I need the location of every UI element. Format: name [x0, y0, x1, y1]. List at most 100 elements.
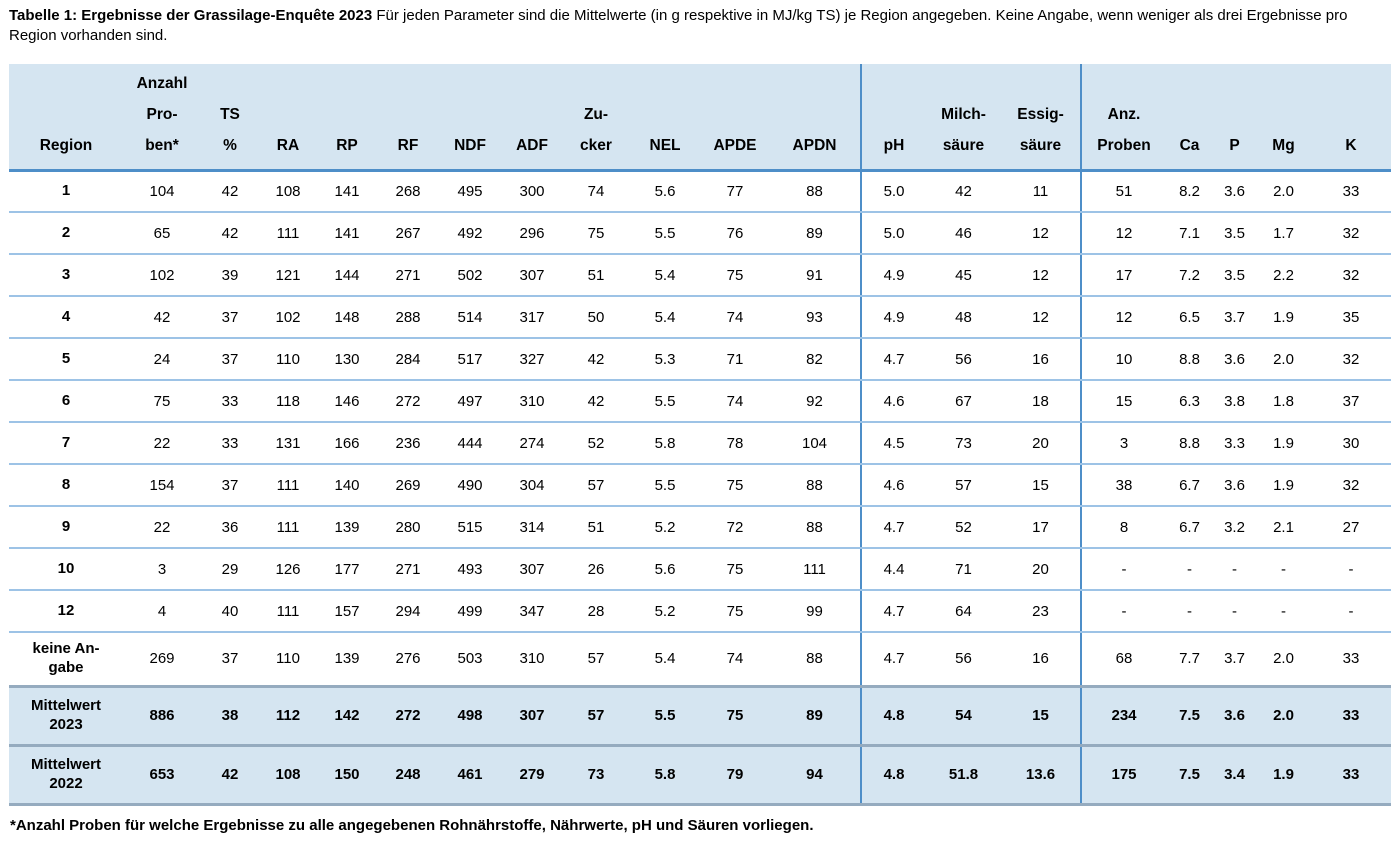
value-cell: 4.7	[860, 506, 926, 549]
value-cell: 1.9	[1256, 296, 1311, 339]
value-cell: 3	[123, 548, 201, 591]
value-cell: 7.5	[1166, 743, 1213, 806]
table-body: 1 104 42 108 141 268 495 300 74 5.6 77 88 5.0 42 11 51 8…	[9, 170, 1391, 806]
value-cell: 42	[201, 170, 259, 213]
value-cell: 42	[563, 338, 629, 381]
table-row: 1 104 42 108 141 268 495 300 74 5.6 77 88 5.0 42 11 51 8…	[9, 170, 1391, 213]
value-cell: 88	[769, 464, 861, 507]
value-cell: 886	[123, 684, 201, 747]
column-header-p: P	[1213, 63, 1256, 172]
value-cell: 2.1	[1256, 506, 1311, 549]
value-cell: 272	[377, 684, 439, 747]
value-cell: 2.0	[1256, 170, 1311, 213]
value-cell: 444	[439, 422, 501, 465]
value-cell: 82	[769, 338, 861, 381]
value-cell: 111	[259, 590, 317, 633]
value-cell: 7.5	[1166, 684, 1213, 747]
value-cell: 42	[123, 296, 201, 339]
value-cell: 111	[259, 212, 317, 255]
value-cell: 12	[1001, 296, 1081, 339]
value-cell: 37	[201, 632, 259, 687]
column-header-region: Region	[9, 63, 123, 172]
value-cell: 65	[123, 212, 201, 255]
value-cell: 22	[123, 422, 201, 465]
value-cell: 3	[1080, 422, 1166, 465]
value-cell: 288	[377, 296, 439, 339]
value-cell: 307	[501, 684, 563, 747]
value-cell: 33	[1311, 170, 1391, 213]
value-cell: 274	[501, 422, 563, 465]
value-cell: 304	[501, 464, 563, 507]
value-cell: 76	[701, 212, 769, 255]
value-cell: 4	[123, 590, 201, 633]
value-cell: 154	[123, 464, 201, 507]
value-cell: 102	[123, 254, 201, 297]
value-cell: 146	[317, 380, 377, 423]
value-cell: 33	[1311, 743, 1391, 806]
column-header-anz-proben: Anz. Proben	[1080, 63, 1166, 172]
region-cell: 7	[9, 422, 123, 465]
value-cell: 502	[439, 254, 501, 297]
value-cell: 10	[1080, 338, 1166, 381]
value-cell: 32	[1311, 212, 1391, 255]
value-cell: 92	[769, 380, 861, 423]
value-cell: 4.7	[860, 632, 926, 687]
value-cell: 4.8	[860, 743, 926, 806]
value-cell: 3.6	[1213, 338, 1256, 381]
value-cell: 37	[201, 296, 259, 339]
value-cell: 4.6	[860, 380, 926, 423]
value-cell: 4.9	[860, 254, 926, 297]
value-cell: 37	[201, 464, 259, 507]
value-cell: 104	[769, 422, 861, 465]
value-cell: 77	[701, 170, 769, 213]
value-cell: -	[1256, 590, 1311, 633]
value-cell: 498	[439, 684, 501, 747]
value-cell: 16	[1001, 632, 1081, 687]
value-cell: 5.4	[629, 254, 701, 297]
value-cell: 4.7	[860, 338, 926, 381]
value-cell: 177	[317, 548, 377, 591]
table-row: 10 3 29 126 177 271 493 307 26 5.6 75 111 4.4 71 20- - -…	[9, 548, 1391, 591]
value-cell: 140	[317, 464, 377, 507]
caption-text: Für jeden Parameter sind die Mittelwerte…	[9, 7, 1348, 45]
value-cell: 88	[769, 170, 861, 213]
value-cell: 11	[1001, 170, 1081, 213]
table-header: Region Anzahl Pro- ben* TS % RA RP RF NDF ADF Zu…	[9, 63, 1391, 172]
value-cell: 51	[1080, 170, 1166, 213]
region-cell: 12	[9, 590, 123, 633]
value-cell: 56	[926, 338, 1001, 381]
value-cell: 6.3	[1166, 380, 1213, 423]
value-cell: 102	[259, 296, 317, 339]
value-cell: 111	[259, 506, 317, 549]
value-cell: 22	[123, 506, 201, 549]
value-cell: 139	[317, 632, 377, 687]
value-cell: 327	[501, 338, 563, 381]
value-cell: 4.7	[860, 590, 926, 633]
value-cell: 46	[926, 212, 1001, 255]
value-cell: 94	[769, 743, 861, 806]
value-cell: 39	[201, 254, 259, 297]
table-row: 5 24 37 110 130 284 517 327 42 5.3 71 82 4.7 56 16 10 8.…	[9, 338, 1391, 381]
value-cell: -	[1166, 548, 1213, 591]
value-cell: 499	[439, 590, 501, 633]
value-cell: 148	[317, 296, 377, 339]
value-cell: 166	[317, 422, 377, 465]
value-cell: 51	[563, 254, 629, 297]
value-cell: 5.3	[629, 338, 701, 381]
value-cell: 29	[201, 548, 259, 591]
column-header-apde: APDE	[701, 63, 769, 172]
value-cell: 314	[501, 506, 563, 549]
value-cell: 515	[439, 506, 501, 549]
region-cell: 5	[9, 338, 123, 381]
table-row: 4 42 37 102 148 288 514 317 50 5.4 74 93 4.9 48 12 12 6.…	[9, 296, 1391, 339]
value-cell: 296	[501, 212, 563, 255]
value-cell: 493	[439, 548, 501, 591]
value-cell: 121	[259, 254, 317, 297]
caption-title: Tabelle 1: Ergebnisse der Grassilage-Enq…	[9, 7, 373, 24]
value-cell: 5.4	[629, 296, 701, 339]
value-cell: 33	[201, 380, 259, 423]
value-cell: 5.6	[629, 548, 701, 591]
value-cell: 75	[701, 684, 769, 747]
value-cell: 271	[377, 548, 439, 591]
value-cell: 1.9	[1256, 743, 1311, 806]
